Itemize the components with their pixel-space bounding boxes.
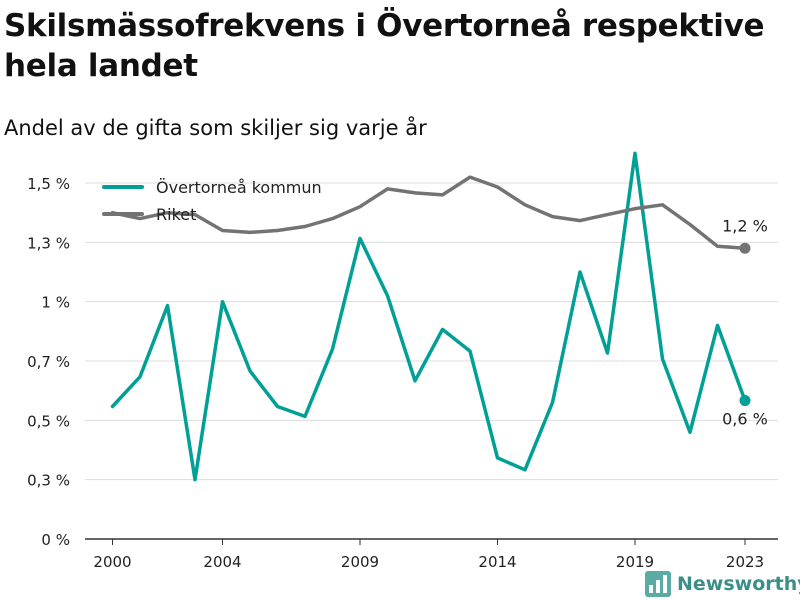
newsworthy-logo-icon — [645, 571, 671, 597]
series-lines: 0,6 % 1,2 % — [110, 151, 768, 482]
y-tick-label: 1,3 % — [27, 234, 70, 252]
x-tick-label: 2019 — [616, 553, 654, 571]
chart-subtitle: Andel av de gifta som skiljer sig varje … — [4, 116, 427, 140]
y-tick-label: 0,5 % — [27, 412, 70, 430]
series-line-0 — [110, 151, 747, 482]
y-tick-label: 0 % — [41, 531, 70, 549]
y-tick-label: 1,5 % — [27, 175, 70, 193]
brand-name: Newsworthy — [677, 573, 800, 595]
y-tick-label: 0,7 % — [27, 353, 70, 371]
legend-label: Övertorneå kommun — [156, 178, 322, 197]
y-axis: 0 % 0,3 % 0,5 % 0,7 % 1 % 1,3 % 1,5 % — [27, 175, 70, 549]
x-tick-label: 2004 — [203, 553, 241, 571]
grid-lines — [85, 182, 778, 481]
legend-label: Riket — [156, 205, 196, 224]
series-end-label: 1,2 % — [722, 216, 768, 235]
y-tick-label: 1 % — [41, 294, 70, 312]
x-tick-label: 2009 — [341, 553, 379, 571]
x-tick-label: 2000 — [93, 553, 131, 571]
series-line-1 — [110, 175, 747, 251]
newsworthy-brand: Newsworthy — [645, 568, 800, 600]
x-tick-label: 2023 — [726, 553, 764, 571]
series-end-label: 0,6 % — [722, 410, 768, 429]
x-tick-label: 2014 — [478, 553, 516, 571]
series-end-marker — [739, 242, 751, 254]
legend: Övertorneå kommun Riket — [102, 178, 322, 224]
x-axis: 2000 2004 2009 2014 2019 2023 — [85, 538, 778, 571]
chart-title: Skilsmässofrekvens i Övertorneå respekti… — [4, 8, 765, 84]
y-tick-label: 0,3 % — [27, 472, 70, 490]
series-end-marker — [739, 395, 751, 407]
